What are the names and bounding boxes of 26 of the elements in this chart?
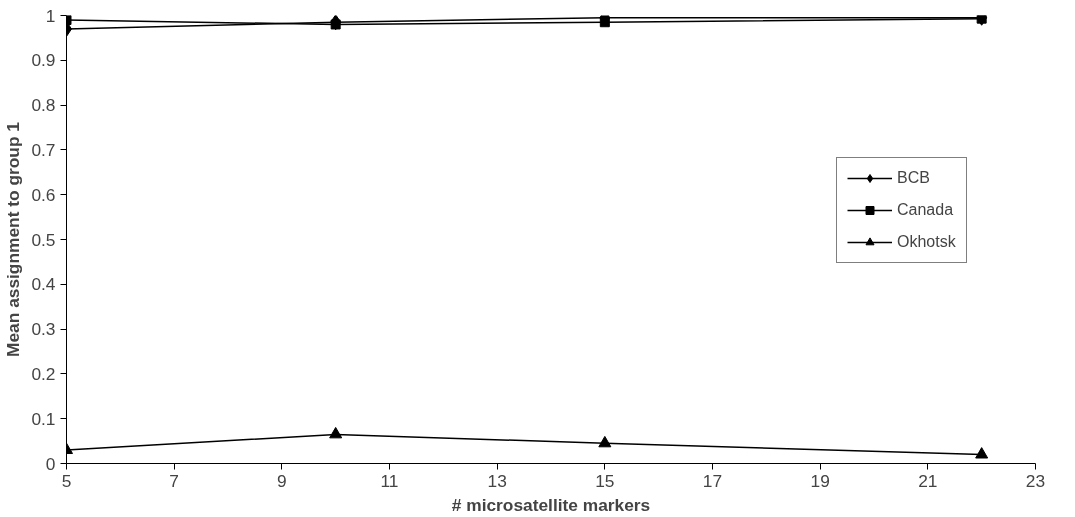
y-tick-label: 0.6 bbox=[31, 184, 56, 205]
y-tick-label: 1 bbox=[45, 5, 56, 26]
y-tick-label: 0.9 bbox=[31, 50, 56, 71]
y-tick-label: 0 bbox=[45, 453, 56, 474]
x-tick-label: 19 bbox=[810, 470, 830, 491]
y-tick-label: 0.4 bbox=[31, 274, 56, 295]
x-tick-label: 11 bbox=[380, 470, 399, 491]
legend-label: BCB bbox=[897, 169, 930, 187]
legend-label: Canada bbox=[897, 201, 954, 219]
y-tick-label: 0.1 bbox=[31, 408, 56, 429]
x-tick-label: 5 bbox=[61, 470, 72, 491]
x-tick-label: 21 bbox=[918, 470, 938, 491]
y-tick-label: 0.8 bbox=[31, 95, 56, 116]
x-tick-label: 17 bbox=[702, 470, 723, 491]
y-tick-label: 0.2 bbox=[31, 363, 56, 384]
y-tick-label: 0.3 bbox=[31, 319, 56, 340]
x-tick-label: 9 bbox=[277, 470, 287, 491]
y-tick-label: 0.5 bbox=[31, 229, 56, 250]
x-tick-label: 15 bbox=[595, 470, 615, 491]
x-tick-label: 13 bbox=[487, 470, 507, 491]
x-axis-title: # microsatellite markers bbox=[451, 494, 651, 515]
y-axis-title: Mean assignment to group 1 bbox=[3, 121, 24, 357]
y-tick-label: 0.7 bbox=[31, 139, 56, 160]
x-tick-label: 7 bbox=[169, 470, 179, 491]
x-tick-label: 23 bbox=[1025, 470, 1046, 491]
legend-label: Okhotsk bbox=[897, 233, 956, 251]
